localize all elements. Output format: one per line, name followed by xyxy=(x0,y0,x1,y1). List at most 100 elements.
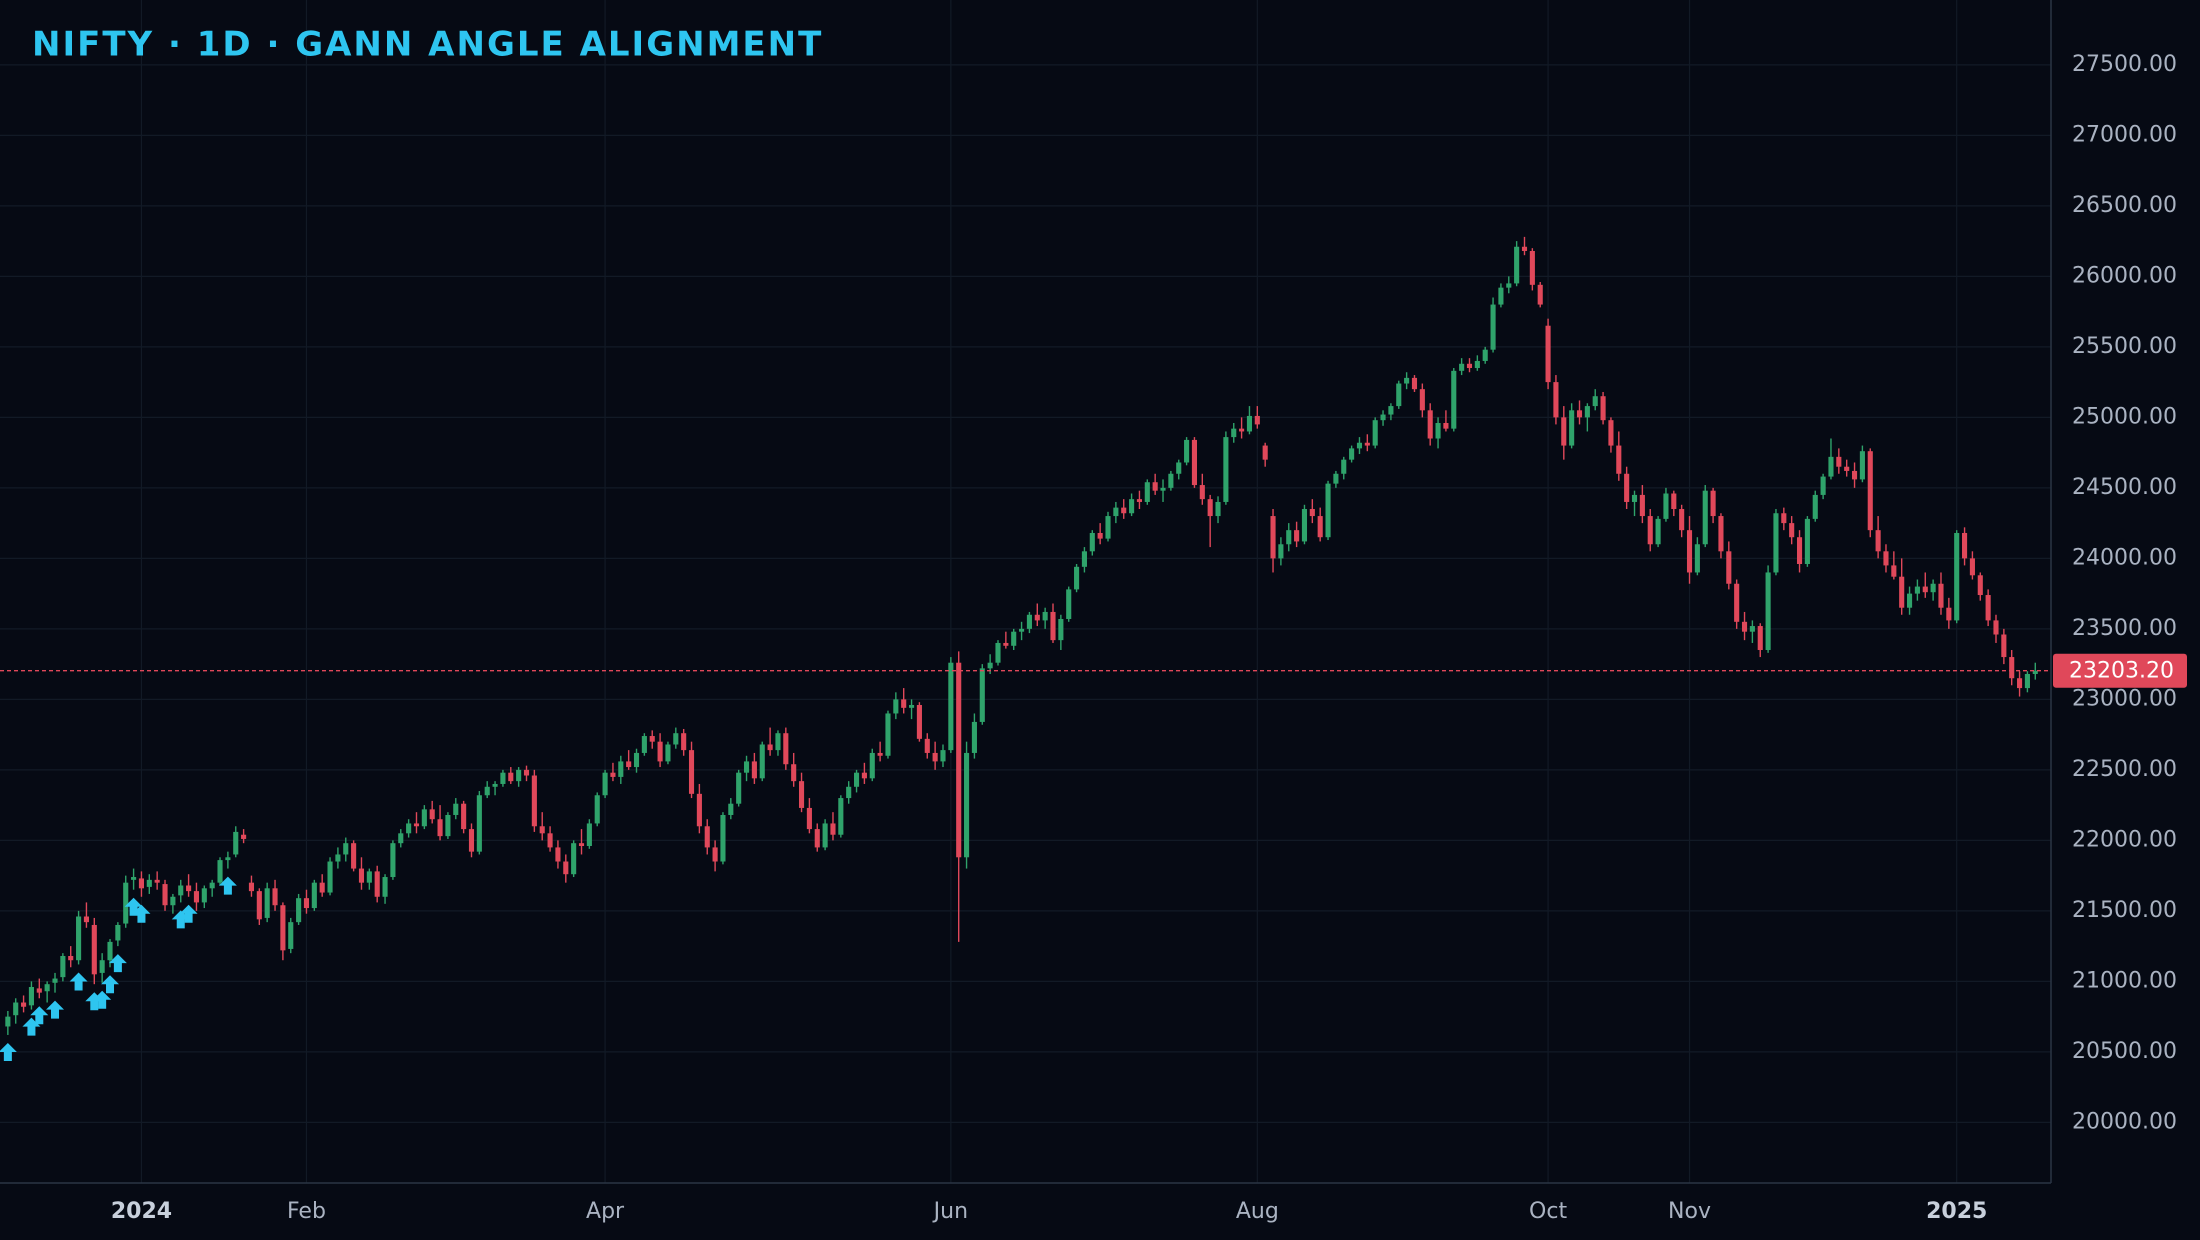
candle-body xyxy=(1333,473,1339,484)
candle-body xyxy=(909,705,915,708)
y-tick-label: 23500.00 xyxy=(2072,616,2177,641)
candle-body xyxy=(99,960,105,973)
x-tick-label: Apr xyxy=(586,1199,625,1224)
candle-body xyxy=(1168,473,1174,488)
y-tick-label: 25000.00 xyxy=(2072,404,2177,429)
candle-body xyxy=(131,877,137,880)
candle-body xyxy=(1341,459,1347,474)
candle-body xyxy=(1482,349,1488,361)
candle-body xyxy=(633,752,640,768)
candle-body xyxy=(1443,423,1449,429)
candle-body xyxy=(665,744,671,762)
candle-body xyxy=(751,761,757,779)
candle-body xyxy=(1136,499,1142,502)
candle-body xyxy=(1191,439,1198,486)
candle-body xyxy=(563,861,569,875)
candle-body xyxy=(885,713,891,756)
candle-body xyxy=(1694,544,1700,573)
candle-body xyxy=(390,843,396,878)
candle-body xyxy=(1954,532,1960,621)
y-tick-label: 24500.00 xyxy=(2072,475,2177,500)
signal-arrow xyxy=(101,975,120,994)
candle-body xyxy=(814,829,820,848)
candle-body xyxy=(382,877,388,897)
candle-body xyxy=(1985,595,1991,621)
candle-body xyxy=(1906,593,1913,608)
candle-body xyxy=(1608,420,1614,446)
candle-body xyxy=(1631,494,1638,502)
candle-body xyxy=(1702,490,1708,545)
candle-body xyxy=(1490,304,1496,350)
candle-body xyxy=(696,793,702,827)
candle-body xyxy=(76,916,82,961)
candle-body xyxy=(940,750,946,762)
candle-body xyxy=(649,736,655,742)
candle-body xyxy=(225,857,231,861)
candle-body xyxy=(586,823,592,847)
candle-body xyxy=(1592,396,1598,407)
candle-body xyxy=(1844,466,1850,471)
candle-body xyxy=(1820,476,1826,495)
candle-body xyxy=(1089,532,1095,552)
candle-body xyxy=(1498,287,1504,305)
candle-body xyxy=(1789,523,1795,538)
candle-body xyxy=(1679,509,1685,531)
candle-body xyxy=(421,809,427,827)
candle-body xyxy=(987,662,993,669)
candle-body xyxy=(1883,551,1889,566)
candle-body xyxy=(822,823,828,848)
candle-body xyxy=(1537,284,1543,305)
candle-body xyxy=(2024,673,2030,689)
candle-body xyxy=(1765,572,1771,651)
candle-body xyxy=(1034,614,1040,621)
candle-body xyxy=(1993,620,1999,635)
candle-body xyxy=(484,786,490,796)
candle-body xyxy=(1427,410,1433,439)
candle-body xyxy=(319,882,325,893)
candle-body xyxy=(1796,537,1803,565)
signal-arrow xyxy=(218,876,237,895)
candle-body xyxy=(1184,439,1190,463)
candle-body xyxy=(1176,462,1182,474)
y-tick-label: 20000.00 xyxy=(2072,1109,2177,1134)
candle-body xyxy=(1899,576,1905,608)
candle-body xyxy=(602,772,608,796)
candle-body xyxy=(1977,575,1983,596)
candle-body xyxy=(1686,530,1693,573)
candle-body xyxy=(107,941,113,961)
signal-arrow xyxy=(132,904,151,923)
candle-body xyxy=(971,721,977,753)
y-tick-label: 26000.00 xyxy=(2072,263,2177,288)
x-tick-label: Jun xyxy=(932,1199,968,1224)
candle-body xyxy=(924,738,930,753)
candle-body xyxy=(343,843,349,855)
candle-body xyxy=(1207,499,1213,517)
candle-body xyxy=(1749,626,1755,632)
candle-body xyxy=(1309,509,1315,517)
candle-body xyxy=(932,752,938,762)
candle-body xyxy=(1325,483,1331,538)
candle-body xyxy=(1404,377,1410,384)
candle-body xyxy=(948,662,954,751)
candle-body xyxy=(641,736,647,753)
candle-body xyxy=(398,833,404,844)
candle-body xyxy=(445,814,451,837)
candle-body xyxy=(2001,634,2007,658)
candle-body xyxy=(893,699,899,714)
candle-body xyxy=(1451,370,1457,429)
candle-body xyxy=(1553,382,1559,418)
y-tick-label: 26500.00 xyxy=(2072,193,2177,218)
candle-body xyxy=(1639,494,1645,517)
candle-body xyxy=(406,823,412,834)
candle-body xyxy=(1152,482,1158,491)
x-tick-label: 2025 xyxy=(1926,1199,1987,1224)
candle-body xyxy=(877,752,883,756)
x-tick-label: Nov xyxy=(1668,1199,1711,1224)
candle-body xyxy=(861,772,867,779)
candle-body xyxy=(1239,428,1245,432)
candle-body xyxy=(901,699,907,708)
candle-body xyxy=(2017,678,2023,689)
x-tick-label: Aug xyxy=(1236,1199,1279,1224)
candle-body xyxy=(1066,589,1072,619)
y-tick-label: 22000.00 xyxy=(2072,827,2177,852)
